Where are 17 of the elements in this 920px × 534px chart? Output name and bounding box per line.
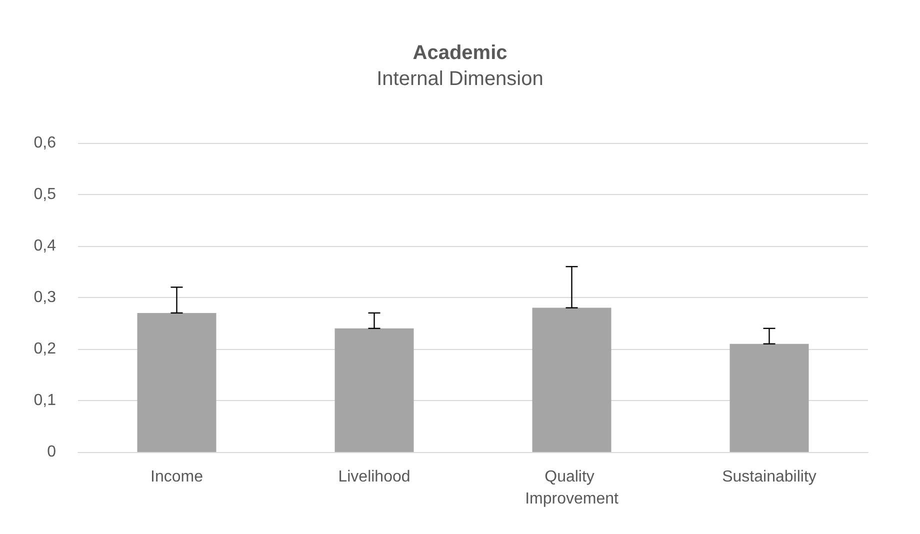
bar <box>532 308 612 452</box>
y-tick-label: 0 <box>47 444 56 460</box>
x-tick-label: Livelihood <box>338 468 410 486</box>
x-tick-label: Income <box>150 468 204 486</box>
x-tick-label: Sustainability <box>722 468 816 486</box>
y-tick-label: 0,2 <box>34 340 56 358</box>
y-tick-label: 0,3 <box>34 289 56 306</box>
bar <box>730 344 809 452</box>
bar <box>137 312 216 452</box>
x-tick-label: Quality Improvement <box>525 468 619 508</box>
bar <box>334 328 414 452</box>
y-tick-label: 0,1 <box>34 392 56 409</box>
y-tick-label: 0,5 <box>34 186 56 203</box>
chart-subtitle: Internal Dimension <box>376 68 544 90</box>
y-tick-label: 0,4 <box>34 238 56 254</box>
y-tick-label: 0,6 <box>34 134 56 152</box>
chart-title: Academic <box>412 42 508 64</box>
